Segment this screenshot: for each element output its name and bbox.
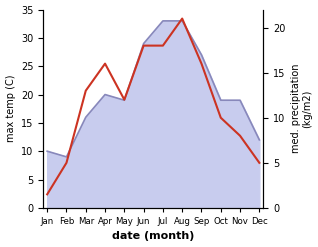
Y-axis label: med. precipitation
(kg/m2): med. precipitation (kg/m2) bbox=[291, 64, 313, 153]
X-axis label: date (month): date (month) bbox=[112, 231, 194, 242]
Y-axis label: max temp (C): max temp (C) bbox=[5, 75, 16, 143]
